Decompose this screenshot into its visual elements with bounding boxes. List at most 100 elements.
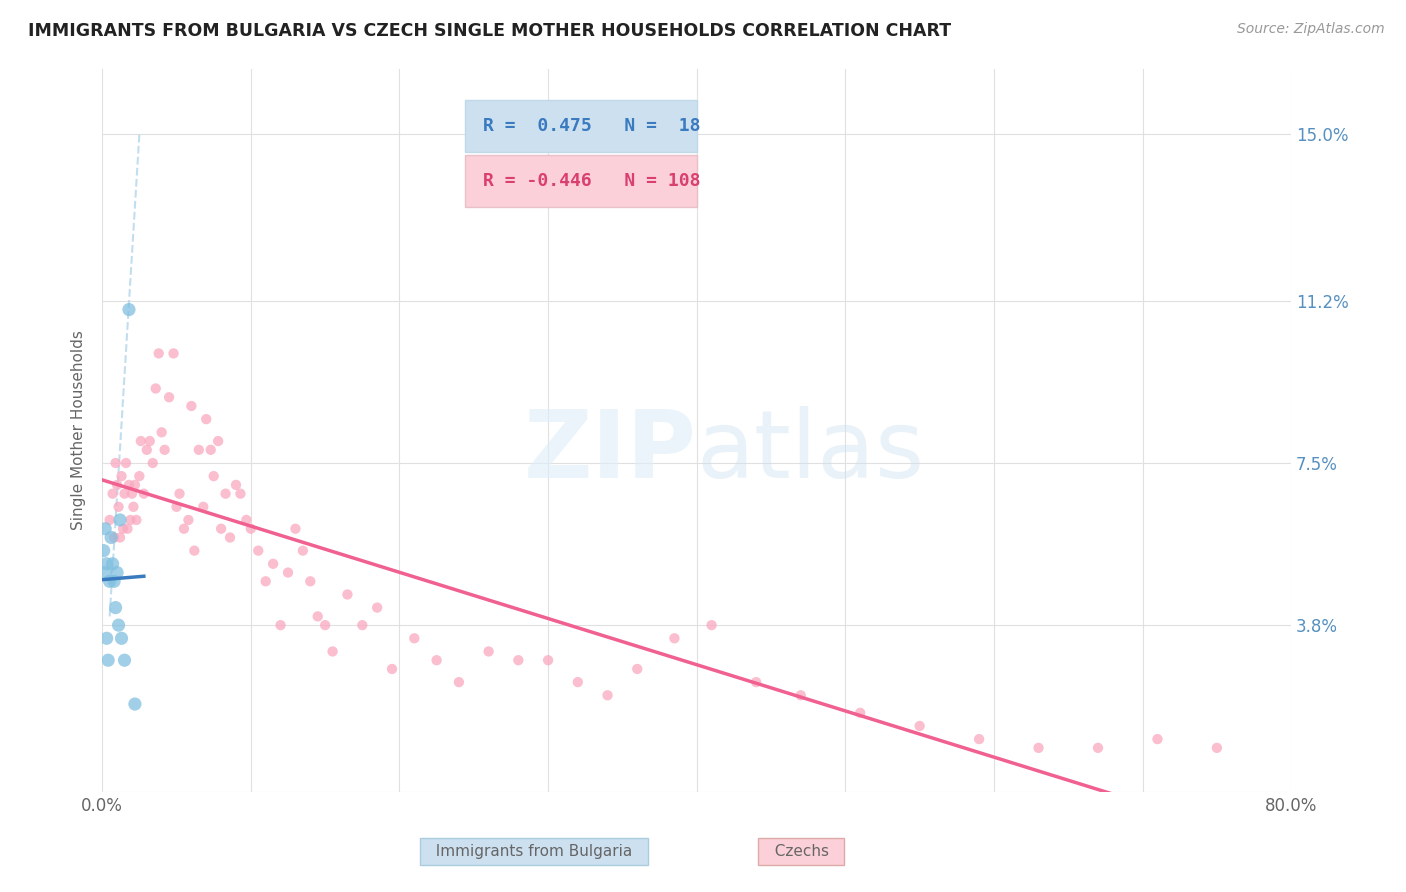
FancyBboxPatch shape: [465, 155, 697, 207]
Point: [177, 513, 200, 527]
Point: [537, 653, 560, 667]
Point: [124, 478, 146, 492]
Point: [98, 574, 121, 589]
Point: [105, 566, 128, 580]
Point: [247, 543, 270, 558]
Point: [105, 478, 128, 492]
Point: [183, 543, 205, 558]
Point: [128, 469, 150, 483]
Point: [307, 609, 329, 624]
Point: [114, 653, 136, 667]
FancyBboxPatch shape: [465, 100, 697, 152]
Y-axis label: Single Mother Households: Single Mother Households: [72, 330, 86, 530]
Point: [254, 574, 277, 589]
Point: [117, 522, 139, 536]
Point: [207, 434, 229, 448]
Text: IMMIGRANTS FROM BULGARIA VS CZECH SINGLE MOTHER HOUSEHOLDS CORRELATION CHART: IMMIGRANTS FROM BULGARIA VS CZECH SINGLE…: [28, 22, 952, 40]
Point: [98, 513, 121, 527]
Point: [352, 618, 374, 632]
Point: [145, 382, 167, 396]
Text: Source: ZipAtlas.com: Source: ZipAtlas.com: [1237, 22, 1385, 37]
Point: [336, 587, 359, 601]
Text: R =  0.475   N =  18: R = 0.475 N = 18: [482, 117, 700, 135]
Point: [291, 543, 314, 558]
Point: [125, 513, 148, 527]
Point: [129, 434, 152, 448]
Point: [115, 456, 138, 470]
Point: [103, 531, 125, 545]
Point: [447, 675, 470, 690]
Point: [277, 566, 299, 580]
Point: [314, 618, 336, 632]
Point: [967, 732, 990, 747]
Point: [366, 600, 388, 615]
Point: [1146, 732, 1168, 747]
Point: [626, 662, 648, 676]
Point: [148, 346, 170, 360]
Point: [404, 632, 426, 646]
Point: [104, 456, 127, 470]
Point: [270, 618, 292, 632]
Point: [426, 653, 449, 667]
Point: [202, 469, 225, 483]
Point: [664, 632, 686, 646]
Point: [104, 600, 127, 615]
Point: [121, 486, 143, 500]
Point: [908, 719, 931, 733]
Point: [173, 522, 195, 536]
Point: [508, 653, 530, 667]
Point: [235, 513, 257, 527]
Point: [114, 486, 136, 500]
Point: [745, 675, 768, 690]
Point: [790, 688, 813, 702]
Point: [135, 442, 157, 457]
Point: [700, 618, 723, 632]
Point: [132, 486, 155, 500]
Point: [120, 513, 142, 527]
Point: [150, 425, 173, 440]
Text: ZIP: ZIP: [524, 406, 697, 498]
Point: [124, 697, 146, 711]
Point: [478, 644, 501, 658]
Point: [97, 653, 120, 667]
Point: [108, 513, 131, 527]
Text: R = -0.446   N = 108: R = -0.446 N = 108: [482, 172, 700, 190]
Point: [187, 442, 209, 457]
Point: [225, 478, 247, 492]
Point: [214, 486, 236, 500]
Point: [107, 500, 129, 514]
Point: [96, 632, 118, 646]
Point: [567, 675, 589, 690]
Point: [381, 662, 404, 676]
Point: [94, 522, 117, 536]
Point: [111, 522, 134, 536]
Point: [108, 531, 131, 545]
Point: [229, 486, 252, 500]
Point: [110, 469, 132, 483]
Point: [100, 531, 122, 545]
Point: [596, 688, 619, 702]
Point: [101, 486, 124, 500]
Point: [209, 522, 232, 536]
Point: [1087, 740, 1109, 755]
Point: [1028, 740, 1050, 755]
Point: [299, 574, 322, 589]
Point: [239, 522, 262, 536]
Point: [118, 478, 141, 492]
Point: [219, 531, 242, 545]
Point: [139, 434, 162, 448]
Point: [118, 302, 141, 317]
Text: Czechs: Czechs: [765, 845, 838, 859]
Point: [1206, 740, 1229, 755]
Point: [180, 399, 202, 413]
Point: [122, 500, 145, 514]
Point: [93, 543, 115, 558]
Point: [96, 557, 118, 571]
Point: [94, 566, 117, 580]
Point: [142, 456, 165, 470]
Point: [153, 442, 176, 457]
Point: [110, 632, 132, 646]
Point: [284, 522, 307, 536]
Point: [169, 486, 191, 500]
Point: [193, 500, 215, 514]
